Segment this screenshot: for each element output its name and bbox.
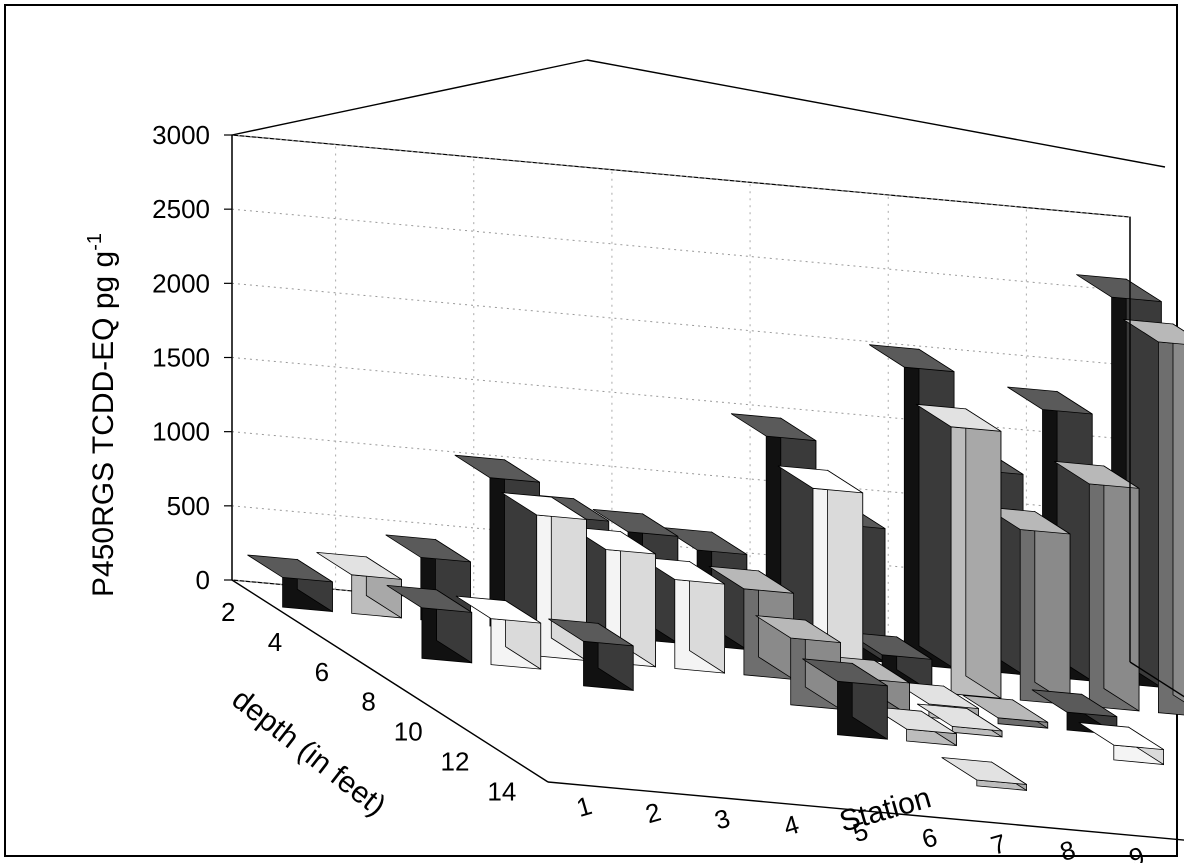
bar-top-face bbox=[846, 632, 933, 660]
bar-top-face bbox=[661, 527, 748, 555]
z-tick-label: 1000 bbox=[152, 417, 210, 447]
depth-tick-label: 10 bbox=[394, 717, 423, 747]
station-tick-label: 7 bbox=[987, 828, 1009, 861]
bar-station-10-depth-4 bbox=[915, 403, 1002, 700]
z-tick-label: 1500 bbox=[152, 343, 210, 373]
bar-top-face bbox=[592, 509, 679, 537]
bar-top-face bbox=[386, 585, 472, 613]
bar-top-face bbox=[1078, 722, 1164, 750]
bar-side-face bbox=[1103, 465, 1140, 712]
station-tick-label: 2 bbox=[642, 796, 664, 829]
station-tick-label: 4 bbox=[780, 809, 802, 842]
bar-top-face bbox=[941, 757, 1027, 785]
station-tick-label: 1 bbox=[573, 790, 595, 823]
station-tick-label: 9 bbox=[1126, 841, 1148, 863]
bar-top-face bbox=[1123, 319, 1184, 345]
bar-top-face bbox=[1031, 689, 1118, 718]
depth-tick-label: 6 bbox=[315, 657, 329, 687]
bar-top-face bbox=[548, 618, 634, 647]
z-tick-label: 500 bbox=[167, 491, 210, 521]
bar-top-face bbox=[868, 344, 955, 373]
bar-top-face bbox=[915, 403, 1002, 432]
bar-station-2-depth-5 bbox=[386, 585, 473, 664]
top-back-edge bbox=[586, 59, 1166, 168]
bar-top-face bbox=[755, 615, 841, 643]
bar-station-7-depth-6 bbox=[755, 615, 841, 711]
z-grid-line bbox=[231, 357, 1131, 440]
bar-station-11-depth-8 bbox=[1078, 722, 1164, 766]
bar-station-10-depth-2 bbox=[868, 344, 955, 670]
z-tick-label: 3000 bbox=[152, 120, 210, 150]
z-grid-line bbox=[231, 134, 1131, 218]
bar-top-face bbox=[455, 595, 541, 624]
z-tick-label: 0 bbox=[196, 565, 210, 595]
bar-station-4-depth-6 bbox=[548, 618, 634, 692]
bar-top-face bbox=[802, 658, 888, 687]
bar-top-face bbox=[962, 694, 1048, 723]
station-tick-label: 6 bbox=[918, 822, 940, 855]
station-tick-label: 3 bbox=[711, 803, 733, 836]
bar-top-face bbox=[708, 566, 794, 594]
z-grid-line bbox=[231, 208, 1131, 292]
bar-top-face bbox=[1053, 461, 1140, 489]
bar-top-face bbox=[916, 703, 1003, 732]
z-tick-label: 2500 bbox=[152, 194, 210, 224]
bar-top-face bbox=[1076, 274, 1162, 302]
z-axis-label: P450RGS TCDD-EQ pg g-1 bbox=[84, 233, 120, 597]
bar-side-face bbox=[965, 408, 1002, 700]
bar-top-face bbox=[247, 554, 333, 583]
bar-station-6-depth-4 bbox=[639, 556, 725, 674]
bar-side-face bbox=[918, 348, 955, 670]
bar-station-4-depth-2 bbox=[454, 454, 540, 632]
depth-axis-line bbox=[231, 579, 549, 783]
bar-top-face bbox=[454, 454, 540, 483]
bar-side-face bbox=[1172, 323, 1184, 703]
bar-station-1-depth-2 bbox=[247, 554, 333, 613]
bar-station-10-depth-6 bbox=[962, 694, 1049, 729]
station-axis-line bbox=[547, 781, 1184, 841]
bar-side-face bbox=[1034, 510, 1071, 706]
station-tick-label: 8 bbox=[1057, 834, 1079, 863]
depth-tick-label: 4 bbox=[268, 627, 282, 657]
bar-top-face bbox=[984, 506, 1071, 535]
depth-tick-label: 14 bbox=[487, 777, 516, 807]
bar-station-8-depth-11 bbox=[941, 757, 1027, 792]
bar-top-face bbox=[570, 526, 656, 555]
bar-top-face bbox=[1007, 386, 1093, 415]
bar-station-13-depth-4 bbox=[1123, 319, 1184, 716]
bar-top-face bbox=[316, 552, 402, 580]
bar-station-9-depth-7 bbox=[916, 703, 1003, 738]
bar-top-face bbox=[893, 681, 979, 709]
depth-tick-label: 8 bbox=[361, 687, 375, 717]
depth-tick-label: 2 bbox=[221, 597, 235, 627]
top-left-edge bbox=[231, 59, 588, 136]
bar-top-face bbox=[501, 492, 587, 520]
bar-top-face bbox=[639, 556, 725, 585]
chart-bars bbox=[247, 274, 1184, 792]
bar-top-face bbox=[777, 465, 863, 494]
z-tick-label: 2000 bbox=[152, 268, 210, 298]
bar-station-7-depth-8 bbox=[802, 658, 888, 740]
z-axis-label-superscript: -1 bbox=[84, 233, 106, 251]
chart-axes bbox=[231, 59, 1184, 841]
z-grid-line bbox=[231, 282, 1131, 366]
bar-top-face bbox=[385, 534, 471, 563]
bar-station-8-depth-8 bbox=[871, 706, 957, 747]
bar-top-face bbox=[730, 413, 817, 442]
floor-right-edge bbox=[1129, 661, 1184, 698]
z-axis-label-text: P450RGS TCDD-EQ pg g bbox=[87, 251, 120, 597]
bar-station-3-depth-5 bbox=[455, 595, 542, 670]
bar-top-face bbox=[871, 706, 957, 735]
depth-tick-label: 12 bbox=[441, 747, 470, 777]
